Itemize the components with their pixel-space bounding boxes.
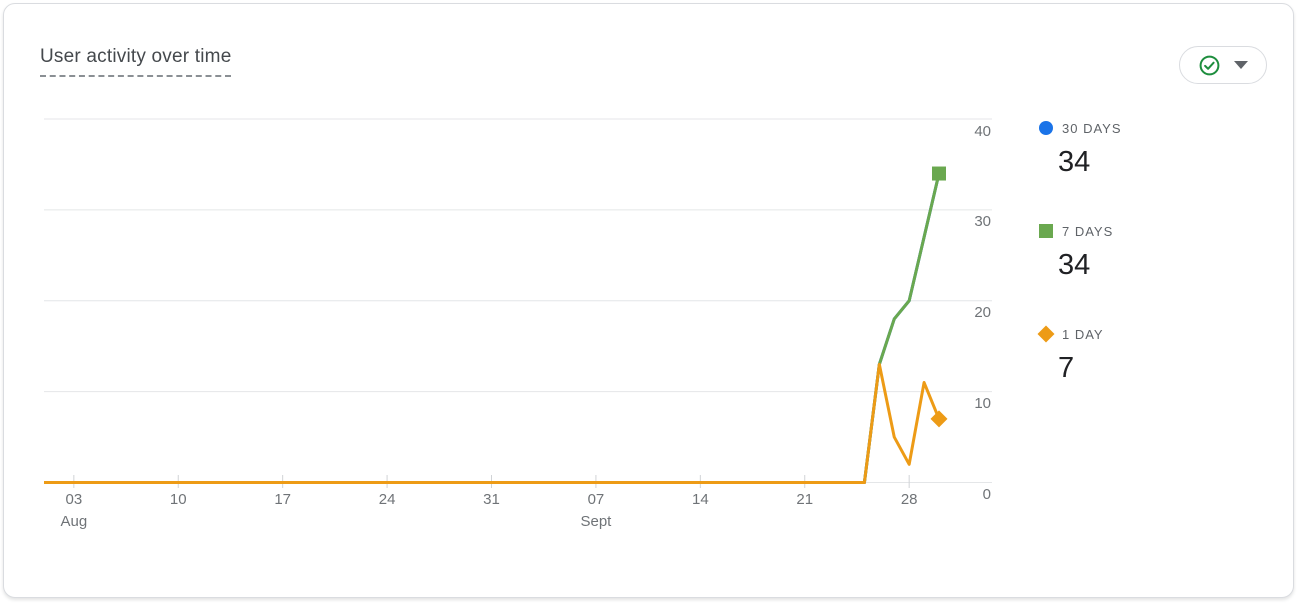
x-axis-label-28: 28 <box>900 491 918 508</box>
diamond-marker-icon <box>1037 325 1055 343</box>
x-axis-label-14: 14 <box>691 491 709 508</box>
legend-label: 30 DAYS <box>1062 120 1122 136</box>
legend-item-7-days: 7 DAYS 34 <box>1039 219 1269 282</box>
series-line-7-days <box>44 173 941 484</box>
x-axis-label-03: 03 <box>65 491 83 508</box>
diamond-endpoint-marker <box>930 410 948 428</box>
status-filter-button[interactable] <box>1179 46 1267 84</box>
square-endpoint-marker <box>932 166 946 181</box>
x-axis-label-07: 07 <box>587 491 605 508</box>
legend-value: 7 <box>1058 352 1075 384</box>
y-axis-label-40: 40 <box>974 122 991 140</box>
y-axis-label-0: 0 <box>982 486 991 503</box>
x-axis-month-Sept: Sept <box>580 513 612 530</box>
series-line-1-day <box>44 362 941 484</box>
square-marker-icon <box>1039 224 1053 238</box>
chart-title: User activity over time <box>40 46 232 77</box>
legend-label: 1 DAY <box>1062 326 1104 342</box>
legend-item-1-day: 1 DAY 7 <box>1037 322 1269 385</box>
legend-label: 7 DAYS <box>1062 223 1114 239</box>
chevron-down-icon <box>1234 61 1248 69</box>
x-axis-label-24: 24 <box>378 491 396 508</box>
series-line-30-days <box>44 173 941 484</box>
x-axis-label-17: 17 <box>274 491 291 508</box>
x-axis-label-31: 31 <box>483 491 500 508</box>
chart-legend: 30 DAYS 34 7 DAYS 34 1 DAY 7 <box>1037 116 1269 425</box>
legend-item-30-days: 30 DAYS 34 <box>1039 116 1269 179</box>
legend-value: 34 <box>1058 146 1091 178</box>
user-activity-chart <box>44 118 992 488</box>
y-axis-label-10: 10 <box>974 395 991 413</box>
y-axis-label-30: 30 <box>974 213 991 231</box>
check-circle-icon <box>1199 55 1220 75</box>
legend-value: 34 <box>1058 249 1091 281</box>
y-axis-label-20: 20 <box>974 304 991 322</box>
x-axis-month-Aug: Aug <box>60 513 88 530</box>
x-axis-label-10: 10 <box>169 491 187 508</box>
x-axis-label-21: 21 <box>796 491 814 508</box>
user-activity-card: User activity over time 0 10 20 30 40 03 Aug 10… <box>3 3 1294 598</box>
circle-marker-icon <box>1039 121 1053 135</box>
